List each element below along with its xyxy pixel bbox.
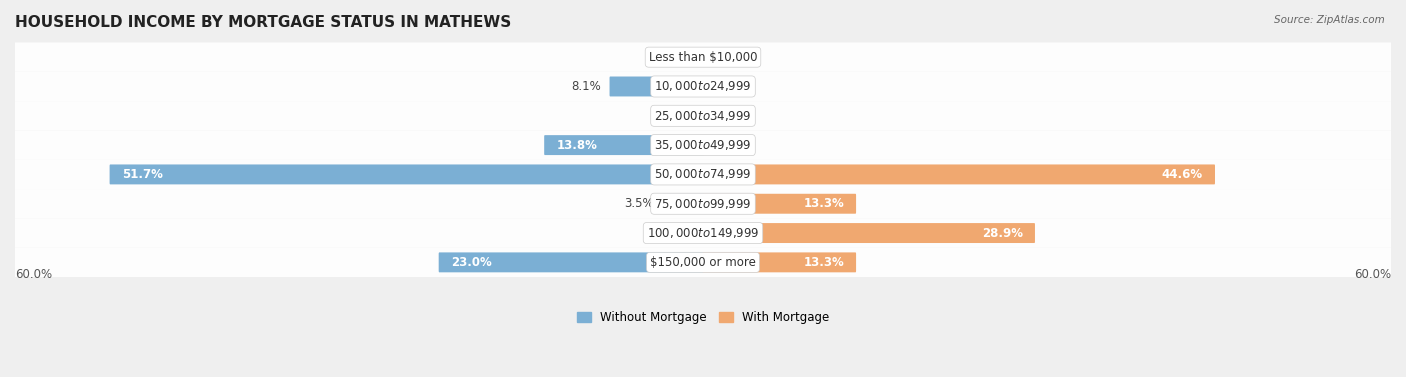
Text: 13.3%: 13.3% [803,256,844,269]
FancyBboxPatch shape [0,248,1406,277]
FancyBboxPatch shape [703,223,1035,243]
FancyBboxPatch shape [0,218,1406,248]
FancyBboxPatch shape [544,135,703,155]
Text: 3.5%: 3.5% [624,197,654,210]
FancyBboxPatch shape [0,43,1406,72]
Text: 0.0%: 0.0% [713,51,742,64]
Text: $50,000 to $74,999: $50,000 to $74,999 [654,167,752,181]
Text: $25,000 to $34,999: $25,000 to $34,999 [654,109,752,123]
Text: 0.0%: 0.0% [664,109,693,122]
Text: 0.0%: 0.0% [713,80,742,93]
FancyBboxPatch shape [0,160,1406,189]
Text: 44.6%: 44.6% [1161,168,1204,181]
Text: 60.0%: 60.0% [1354,268,1391,281]
Text: $10,000 to $24,999: $10,000 to $24,999 [654,80,752,93]
FancyBboxPatch shape [0,72,1406,101]
Text: 28.9%: 28.9% [981,227,1024,239]
Text: 0.0%: 0.0% [713,109,742,122]
FancyBboxPatch shape [0,101,1406,130]
Text: $100,000 to $149,999: $100,000 to $149,999 [647,226,759,240]
Text: 13.8%: 13.8% [557,139,598,152]
FancyBboxPatch shape [610,77,703,97]
Legend: Without Mortgage, With Mortgage: Without Mortgage, With Mortgage [572,307,834,329]
FancyBboxPatch shape [439,252,703,272]
Text: $150,000 or more: $150,000 or more [650,256,756,269]
Text: 0.0%: 0.0% [664,227,693,239]
Text: 0.0%: 0.0% [664,51,693,64]
Text: 13.3%: 13.3% [803,197,844,210]
FancyBboxPatch shape [703,194,856,214]
FancyBboxPatch shape [703,252,856,272]
FancyBboxPatch shape [110,164,703,184]
FancyBboxPatch shape [0,130,1406,160]
Text: Source: ZipAtlas.com: Source: ZipAtlas.com [1274,15,1385,25]
Text: HOUSEHOLD INCOME BY MORTGAGE STATUS IN MATHEWS: HOUSEHOLD INCOME BY MORTGAGE STATUS IN M… [15,15,512,30]
Text: $35,000 to $49,999: $35,000 to $49,999 [654,138,752,152]
Text: 51.7%: 51.7% [122,168,163,181]
Text: 8.1%: 8.1% [571,80,600,93]
Text: $75,000 to $99,999: $75,000 to $99,999 [654,197,752,211]
Text: 0.0%: 0.0% [713,139,742,152]
FancyBboxPatch shape [703,164,1215,184]
Text: 23.0%: 23.0% [451,256,492,269]
FancyBboxPatch shape [662,194,703,214]
Text: Less than $10,000: Less than $10,000 [648,51,758,64]
FancyBboxPatch shape [0,189,1406,218]
Text: 60.0%: 60.0% [15,268,52,281]
